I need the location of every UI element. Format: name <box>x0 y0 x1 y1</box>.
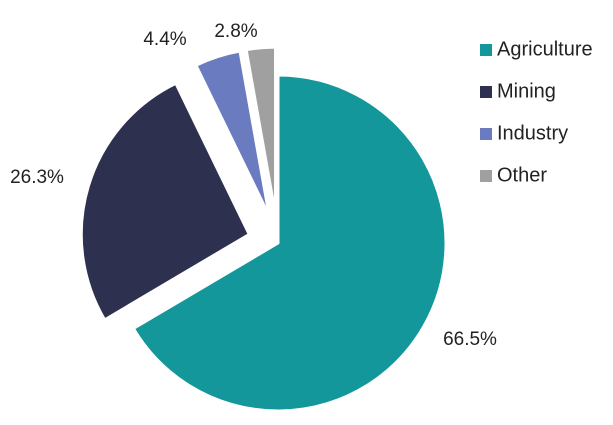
legend-swatch <box>480 128 492 140</box>
data-label: 4.4% <box>143 29 186 50</box>
data-label: 66.5% <box>443 329 497 350</box>
pie-slice <box>131 73 448 413</box>
legend-swatch <box>480 86 492 98</box>
legend-label: Industry <box>497 122 568 144</box>
legend-swatch <box>480 170 492 182</box>
legend-label: Mining <box>497 80 556 102</box>
legend-swatch <box>480 44 492 56</box>
legend-label: Agriculture <box>497 38 593 60</box>
pie-slice <box>244 45 278 217</box>
data-label: 2.8% <box>214 21 257 42</box>
legend-label: Other <box>497 164 547 186</box>
data-label: 26.3% <box>10 167 64 188</box>
pie-slice <box>194 49 271 218</box>
pie-slice <box>79 81 251 322</box>
